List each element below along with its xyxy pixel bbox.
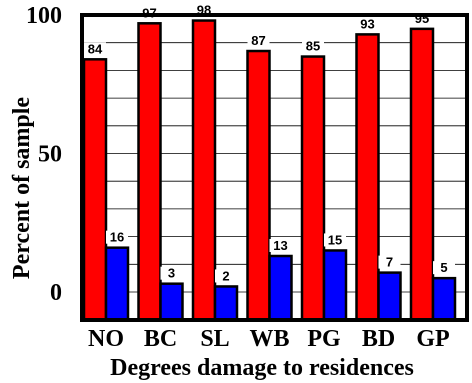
value-label-wb-series-2: 13 bbox=[273, 238, 287, 253]
bar-pg-series-1 bbox=[300, 55, 326, 322]
bar-pg-series-2 bbox=[322, 249, 348, 322]
value-label-backdrop bbox=[356, 17, 379, 31]
bar-bc-series-2 bbox=[159, 282, 184, 322]
y-axis-title: Percent of sample bbox=[9, 97, 35, 280]
x-category-label-no: NO bbox=[88, 326, 124, 352]
y-tick-labels: 0 50 100 bbox=[26, 3, 62, 306]
bar-wb-series-1 bbox=[246, 49, 271, 322]
y-tick-label: 0 bbox=[50, 280, 62, 306]
bar-sl-series-2 bbox=[213, 285, 239, 322]
x-category-label-bc: BC bbox=[144, 326, 177, 352]
x-category-label-pg: PG bbox=[307, 326, 341, 352]
x-category-label-bd: BD bbox=[362, 326, 395, 352]
bar-no-series-2 bbox=[104, 246, 130, 322]
bar-bd-series-2 bbox=[377, 271, 402, 322]
x-category-labels: NO BC SL WB PG BD GP bbox=[88, 326, 450, 352]
bar-no-series-1 bbox=[82, 58, 108, 322]
value-label-pg-series-2: 15 bbox=[328, 232, 342, 247]
x-axis-title: Degrees damage to residences bbox=[110, 355, 414, 381]
value-label-pg-series-1: 85 bbox=[306, 39, 320, 54]
value-label-backdrop bbox=[378, 255, 401, 269]
value-label-backdrop bbox=[160, 266, 183, 280]
x-category-label-wb: WB bbox=[249, 326, 289, 352]
value-label-no-series-1: 84 bbox=[88, 41, 103, 56]
x-category-label-gp: GP bbox=[416, 326, 449, 352]
value-label-backdrop bbox=[247, 34, 270, 48]
value-label-backdrop bbox=[84, 42, 106, 56]
bar-gp-series-1 bbox=[409, 27, 435, 322]
value-label-bd-series-2: 7 bbox=[386, 255, 393, 270]
value-label-backdrop bbox=[433, 261, 455, 275]
value-label-backdrop bbox=[302, 39, 324, 53]
plot-border bbox=[80, 13, 469, 322]
value-label-bd-series-1: 93 bbox=[360, 16, 374, 31]
plot-frame bbox=[80, 13, 469, 322]
value-label-gp-series-2: 5 bbox=[440, 260, 447, 275]
value-label-backdrop bbox=[106, 230, 128, 244]
bars bbox=[82, 19, 457, 322]
value-label-backdrop bbox=[324, 233, 346, 247]
value-label-bc-series-2: 3 bbox=[168, 266, 175, 281]
value-label-no-series-2: 16 bbox=[110, 230, 124, 245]
y-tick-label: 50 bbox=[38, 142, 62, 168]
bar-sl-series-1 bbox=[191, 19, 217, 322]
bar-bd-series-1 bbox=[355, 33, 380, 322]
x-category-label-sl: SL bbox=[200, 326, 229, 352]
value-label-sl-series-2: 2 bbox=[222, 268, 229, 283]
value-label-wb-series-1: 87 bbox=[251, 33, 265, 48]
value-label-backdrop bbox=[215, 269, 237, 283]
bar-gp-series-2 bbox=[431, 276, 457, 322]
bar-wb-series-2 bbox=[268, 254, 293, 322]
y-tick-label: 100 bbox=[26, 3, 62, 29]
value-label-backdrop bbox=[269, 238, 292, 252]
bar-bc-series-1 bbox=[137, 22, 162, 322]
value-label-bc-series-1: 97 bbox=[142, 5, 156, 20]
